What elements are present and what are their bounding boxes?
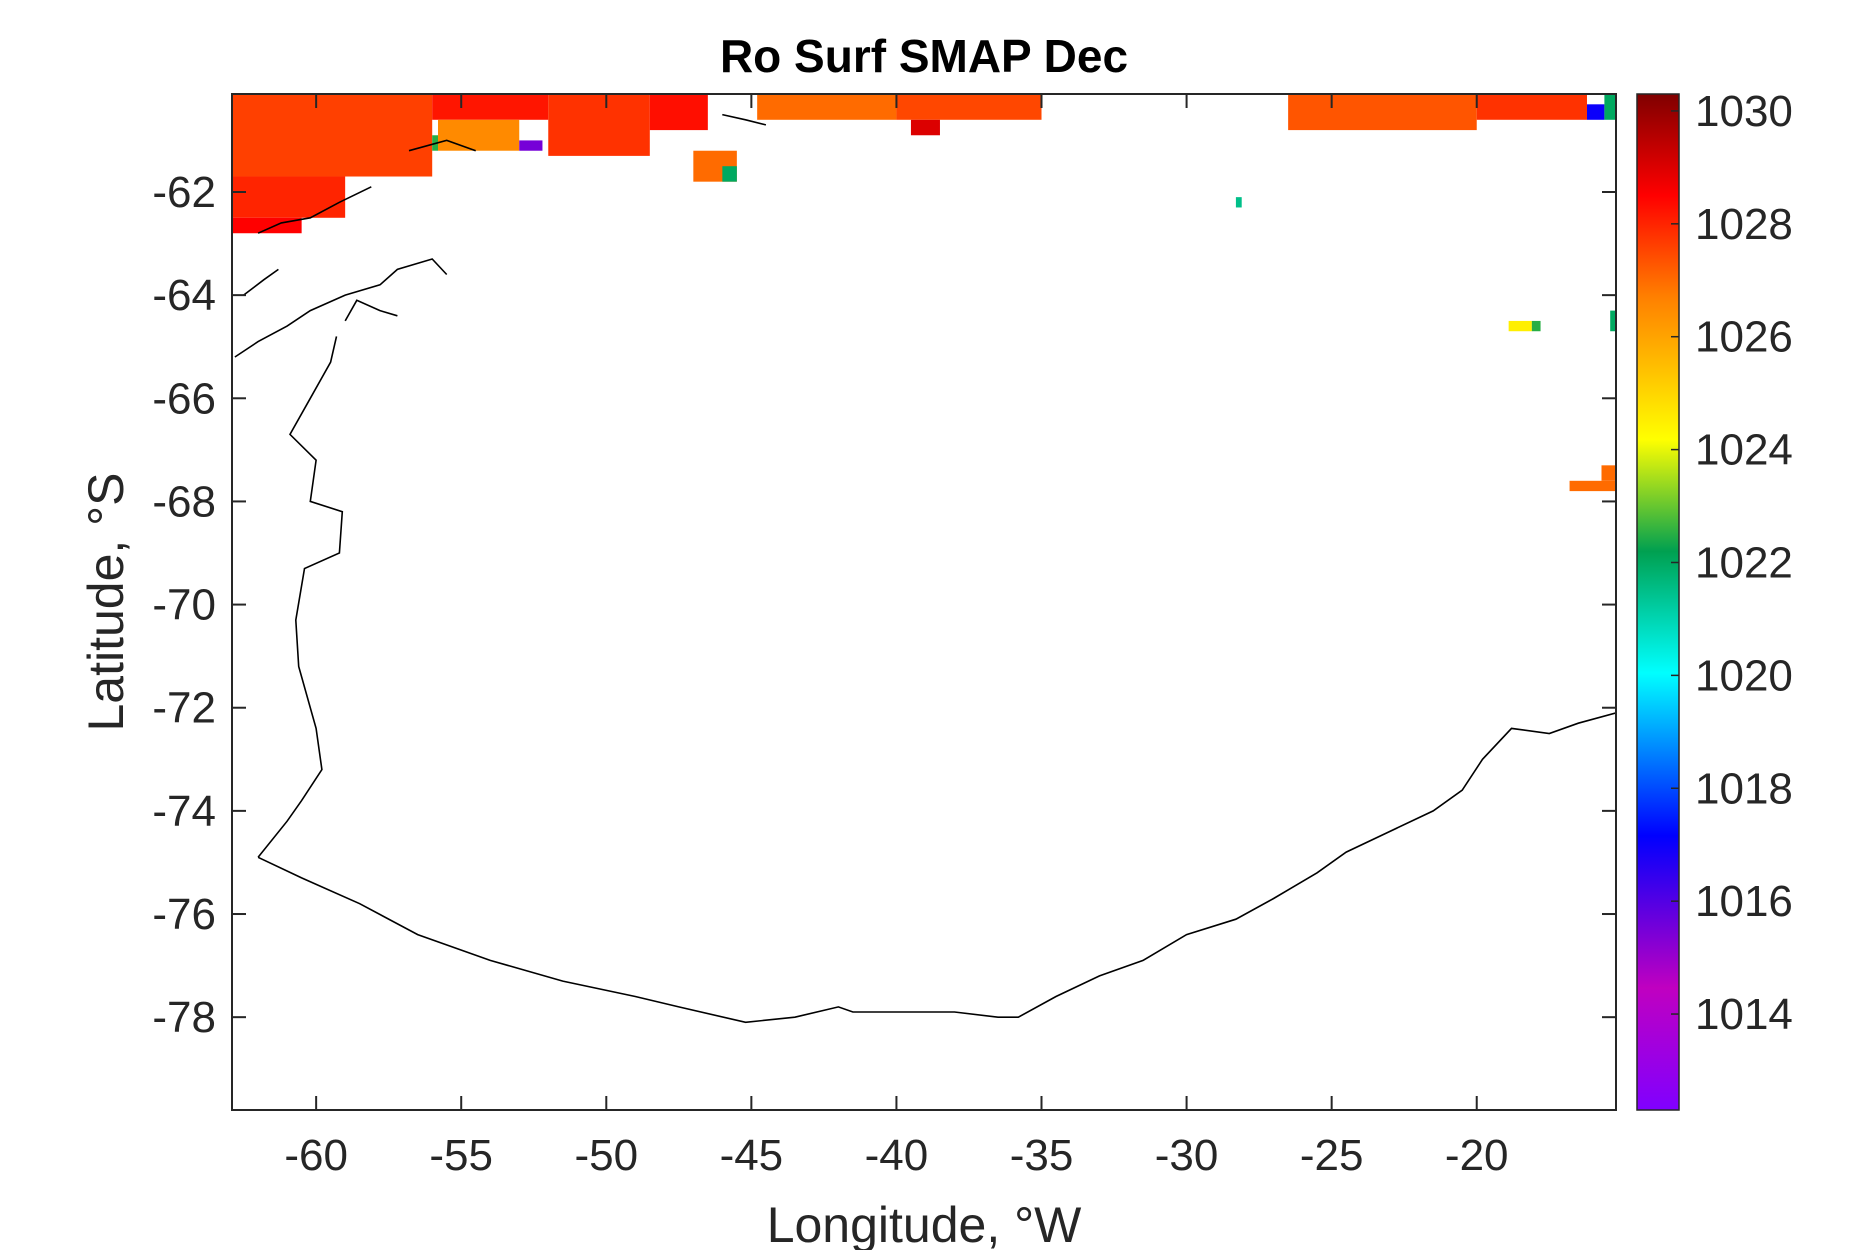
heatmap-cell: [548, 94, 650, 156]
x-tick-label: -30: [1155, 1131, 1219, 1180]
x-tick-label: -40: [865, 1131, 929, 1180]
y-tick-label: -78: [152, 993, 216, 1042]
coastline-island: [408, 139, 476, 152]
colorbar-tick-label: 1018: [1695, 764, 1793, 813]
x-tick-label: -35: [1010, 1131, 1074, 1180]
colorbar-ticks: 1014 1016 1018 1020 1022 1024 1026 1028 1030: [1671, 87, 1793, 1039]
coastline: [234, 113, 1616, 1024]
chart-title: Ro Surf SMAP Dec: [720, 30, 1128, 82]
y-tick-label: -64: [152, 271, 216, 320]
heatmap-cell: [1508, 320, 1532, 332]
y-tick-label: -74: [152, 787, 216, 836]
heatmap-cell: [438, 119, 520, 151]
heatmap-cell: [757, 94, 897, 120]
plot-background: [232, 94, 1616, 1110]
y-axis-ticks: -62 -64 -66 -68 -70 -72 -74 -76 -78: [152, 168, 1616, 1042]
y-tick-label: -70: [152, 581, 216, 630]
colorbar: 1014 1016 1018 1020 1022 1024 1026 1028 1030: [1636, 87, 1793, 1111]
x-tick-label: -25: [1300, 1131, 1364, 1180]
heatmap-cell: [232, 176, 346, 218]
heatmap-cell: [519, 140, 543, 151]
colorbar-frame: [1636, 93, 1680, 1111]
heatmap-cell: [432, 94, 549, 120]
heatmap-cell: [1604, 94, 1616, 120]
colorbar-tick-label: 1024: [1695, 426, 1793, 475]
x-tick-label: -20: [1445, 1131, 1509, 1180]
colorbar-gradient: [1637, 94, 1679, 1110]
coastline-island: [722, 113, 767, 126]
coastline-island: [243, 268, 279, 296]
coastline-island: [234, 258, 448, 358]
x-tick-label: -45: [720, 1131, 784, 1180]
heatmap-cell: [910, 119, 940, 136]
x-tick-label: -50: [574, 1131, 638, 1180]
x-axis-ticks: -60 -55 -50 -45 -40 -35 -30 -25 -20: [284, 94, 1509, 1180]
y-axis-label: Latitude, °S: [78, 472, 134, 731]
y-tick-label: -62: [152, 168, 216, 217]
colorbar-tick-label: 1016: [1695, 877, 1793, 926]
heatmap-cell: [1476, 94, 1587, 120]
colorbar-tick-label: 1026: [1695, 313, 1793, 362]
heatmap-cell: [1601, 465, 1616, 481]
colorbar-tick-label: 1022: [1695, 538, 1793, 587]
coastline-island: [344, 299, 398, 322]
colorbar-tick-label: 1020: [1695, 651, 1793, 700]
x-tick-label: -60: [284, 1131, 348, 1180]
heatmap-cell: [722, 166, 737, 182]
heatmap-cell: [232, 217, 302, 234]
y-tick-label: -72: [152, 684, 216, 733]
coastline-west: [257, 336, 344, 858]
colorbar-tick-label: 1028: [1695, 200, 1793, 249]
colorbar-tick-label: 1014: [1695, 990, 1793, 1039]
y-tick-label: -68: [152, 477, 216, 526]
heatmap-cell: [649, 94, 708, 131]
coastline-south: [257, 712, 1616, 1024]
colorbar-tick-label: 1030: [1695, 87, 1793, 136]
heatmap-cell: [1235, 197, 1242, 208]
plot-area: -60 -55 -50 -45 -40 -35 -30 -25 -20 -62 -64 -66 -68…: [152, 93, 1617, 1180]
heatmap-cell: [1531, 320, 1541, 332]
heatmap-cells: [232, 94, 1616, 492]
heatmap-cell: [1586, 104, 1605, 120]
coastline-island: [257, 186, 372, 234]
heatmap-cell: [1569, 480, 1616, 492]
heatmap-cell: [1610, 310, 1616, 332]
y-tick-label: -66: [152, 374, 216, 423]
x-axis-label: Longitude, °W: [767, 1197, 1082, 1250]
y-tick-label: -76: [152, 890, 216, 939]
x-tick-label: -55: [429, 1131, 493, 1180]
heatmap-cell: [232, 94, 433, 177]
heatmap-cell: [896, 94, 1042, 120]
plot-frame: [231, 93, 1617, 1111]
heatmap-cell: [1288, 94, 1477, 131]
